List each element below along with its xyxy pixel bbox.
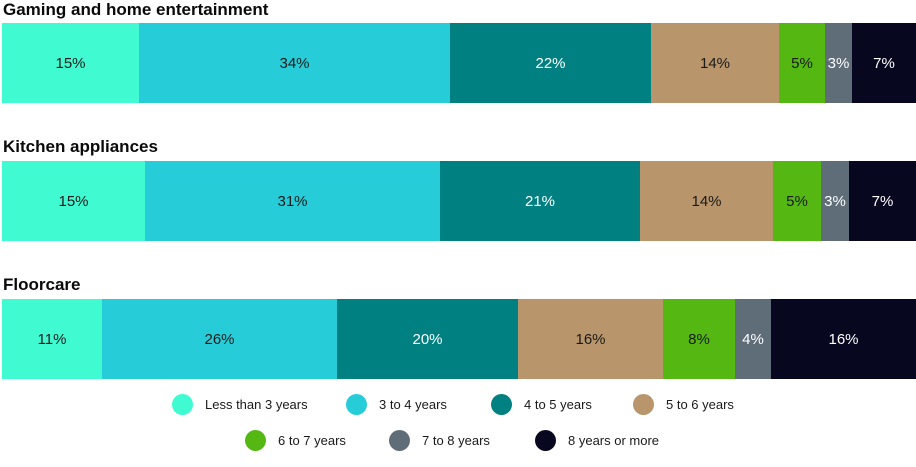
bar-segment: 7% <box>852 23 916 103</box>
stacked-bar: 15% 34% 22% 14% 5% 3% 7% <box>2 23 916 103</box>
bar-segment: 21% <box>440 161 640 241</box>
data-label: 31% <box>277 192 308 210</box>
bar-segment: 14% <box>651 23 779 103</box>
bar-segment: 15% <box>2 161 145 241</box>
data-label: 20% <box>412 330 443 348</box>
legend-label: Less than 3 years <box>205 397 308 412</box>
legend-item: Less than 3 years <box>172 394 308 415</box>
stacked-bar: 11% 26% 20% 16% 8% 4% 16% <box>2 299 916 379</box>
legend-label: 5 to 6 years <box>666 397 734 412</box>
data-label: 3% <box>824 192 846 210</box>
bar-segment: 5% <box>773 161 821 241</box>
group-title: Floorcare <box>3 275 81 294</box>
bar-segment: 31% <box>145 161 440 241</box>
legend-label: 3 to 4 years <box>379 397 447 412</box>
bar-segment: 20% <box>337 299 518 379</box>
data-label: 4% <box>742 330 764 348</box>
legend-label: 7 to 8 years <box>422 433 490 448</box>
data-label: 5% <box>791 54 813 72</box>
data-label: 16% <box>575 330 606 348</box>
legend-label: 6 to 7 years <box>278 433 346 448</box>
bar-segment: 8% <box>663 299 735 379</box>
legend-swatch <box>389 430 410 451</box>
data-label: 7% <box>871 192 894 210</box>
data-label: 22% <box>535 54 566 72</box>
bar-segment: 3% <box>825 23 852 103</box>
bar-segment: 5% <box>779 23 825 103</box>
stacked-bar: 15% 31% 21% 14% 5% 3% 7% <box>2 161 916 241</box>
legend-swatch <box>245 430 266 451</box>
data-label: 16% <box>828 330 859 348</box>
bar-segment: 26% <box>102 299 337 379</box>
data-label: 21% <box>524 192 556 210</box>
legend-item: 8 years or more <box>535 430 659 451</box>
data-label: 5% <box>786 192 808 210</box>
legend-swatch <box>633 394 654 415</box>
legend-item: 5 to 6 years <box>633 394 734 415</box>
group-title: Gaming and home entertainment <box>3 0 269 19</box>
bar-segment: 4% <box>735 299 771 379</box>
data-label: 14% <box>691 192 722 210</box>
bar-segment: 16% <box>771 299 916 379</box>
legend-item: 4 to 5 years <box>491 394 592 415</box>
bar-segment: 22% <box>450 23 651 103</box>
bar-segment: 15% <box>2 23 139 103</box>
bar-segment: 16% <box>518 299 663 379</box>
legend-item: 3 to 4 years <box>346 394 447 415</box>
bar-segment: 11% <box>2 299 102 379</box>
legend-label: 4 to 5 years <box>524 397 592 412</box>
data-label: 15% <box>55 54 86 72</box>
data-label: 15% <box>58 192 89 210</box>
legend-item: 7 to 8 years <box>389 430 490 451</box>
legend-swatch <box>172 394 193 415</box>
data-label: 34% <box>279 54 310 72</box>
bar-segment: 7% <box>849 161 916 241</box>
bar-segment: 14% <box>640 161 773 241</box>
legend-swatch <box>535 430 556 451</box>
bar-segment: 34% <box>139 23 450 103</box>
legend-item: 6 to 7 years <box>245 430 346 451</box>
legend-label: 8 years or more <box>568 433 660 448</box>
data-label: 7% <box>873 54 895 72</box>
legend-swatch <box>346 394 367 415</box>
data-label: 11% <box>37 330 67 348</box>
legend-swatch <box>491 394 512 415</box>
data-label: 3% <box>827 54 850 72</box>
data-label: 26% <box>204 330 235 348</box>
data-label: 14% <box>699 54 731 72</box>
group-title: Kitchen appliances <box>3 137 158 156</box>
bar-segment: 3% <box>821 161 849 241</box>
data-label: 8% <box>688 330 710 348</box>
